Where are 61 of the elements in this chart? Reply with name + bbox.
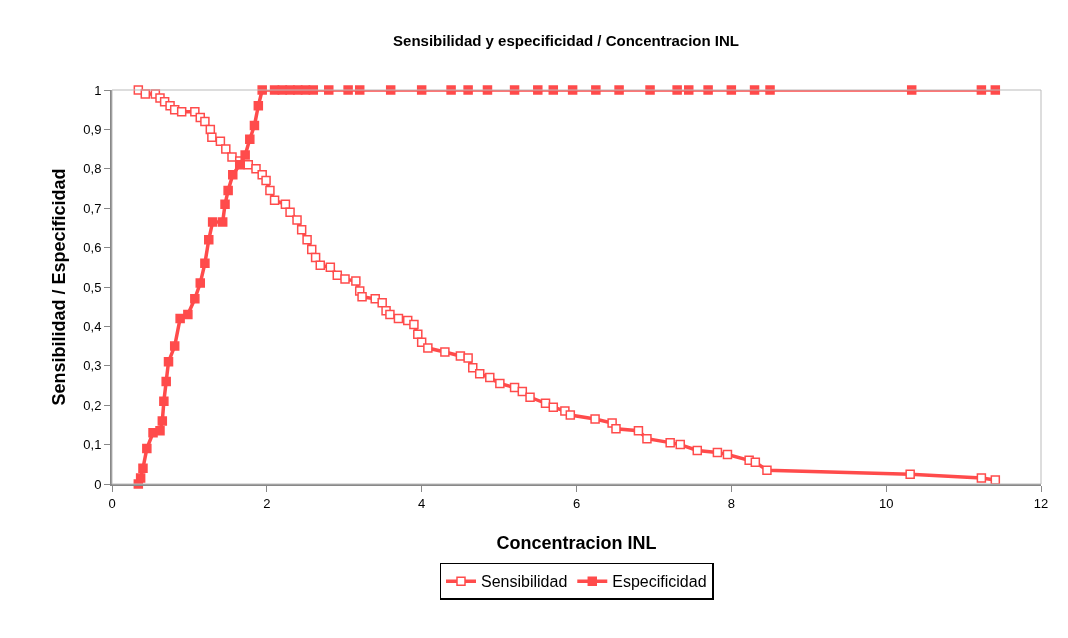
point xyxy=(645,85,655,95)
y-tick-label: 0,5 xyxy=(83,279,102,295)
point xyxy=(324,85,334,95)
legend-label: Especificidad xyxy=(612,573,707,591)
point xyxy=(343,85,353,95)
chart-title: Sensibilidad y especificidad / Concentracion INL xyxy=(393,31,739,49)
point xyxy=(228,169,238,180)
y-tick-label: 0,4 xyxy=(83,318,102,334)
point xyxy=(138,463,148,473)
point xyxy=(684,85,694,95)
x-tick-label: 2 xyxy=(263,495,271,511)
point xyxy=(195,278,206,288)
y-tick-label: 0,7 xyxy=(83,200,102,216)
point xyxy=(463,85,473,95)
point xyxy=(217,217,228,227)
point xyxy=(223,185,233,196)
y-tick-label: 0,1 xyxy=(83,437,102,453)
point xyxy=(157,416,168,426)
y-tick-label: 0,3 xyxy=(83,358,102,374)
point xyxy=(240,150,250,160)
y-tick-label: 0,9 xyxy=(83,121,102,137)
y-tick-label: 0,6 xyxy=(83,240,102,256)
point xyxy=(253,101,264,111)
point xyxy=(175,313,185,324)
point xyxy=(446,85,456,95)
x-tick-label: 0 xyxy=(108,495,116,511)
point xyxy=(533,85,543,95)
y-tick-label: 0 xyxy=(94,476,102,492)
point xyxy=(591,85,601,95)
x-tick-label: 12 xyxy=(1033,495,1049,511)
point xyxy=(159,396,169,407)
point xyxy=(142,443,152,454)
point xyxy=(765,85,775,95)
x-tick-label: 4 xyxy=(418,495,426,511)
x-tick-label: 10 xyxy=(878,495,894,511)
point xyxy=(161,376,171,387)
point xyxy=(220,199,230,210)
point xyxy=(614,85,624,95)
y-tick-label: 0,2 xyxy=(83,397,102,413)
point xyxy=(190,294,200,304)
y-axis-title: Sensibilidad / Especificidad xyxy=(49,168,69,406)
y-tick-label: 1 xyxy=(94,82,102,98)
point xyxy=(200,258,210,269)
point xyxy=(245,134,255,144)
legend-label: Sensibilidad xyxy=(481,573,568,591)
point xyxy=(155,426,165,436)
point xyxy=(183,309,193,320)
point xyxy=(204,234,214,245)
point xyxy=(672,85,682,95)
x-tick-label: 8 xyxy=(727,495,735,511)
point xyxy=(207,217,218,227)
point xyxy=(163,357,174,367)
point xyxy=(703,85,713,95)
x-axis-title: Concentracion INL xyxy=(496,533,657,553)
x-tick-label: 6 xyxy=(572,495,581,511)
point xyxy=(257,85,267,95)
point xyxy=(169,341,180,351)
point xyxy=(234,160,245,170)
y-tick-label: 0,8 xyxy=(83,161,102,177)
point xyxy=(135,473,146,483)
point xyxy=(249,120,260,131)
